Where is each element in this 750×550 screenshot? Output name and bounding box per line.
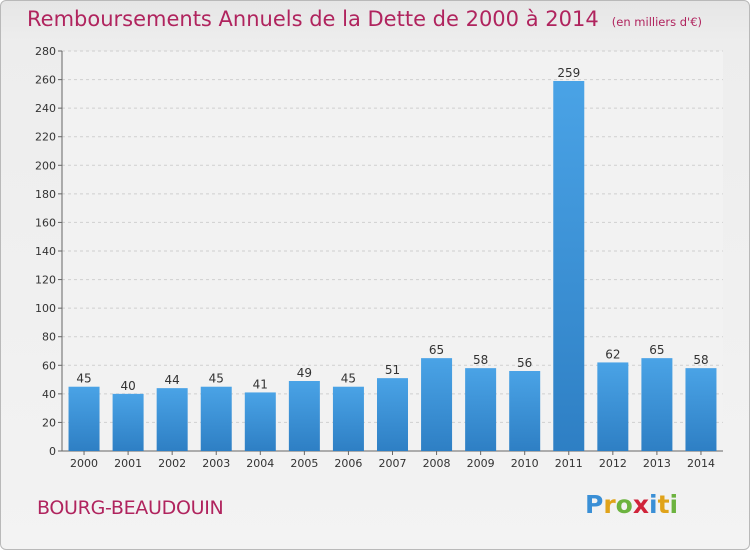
data-label: 259: [557, 66, 580, 80]
chart-header: Remboursements Annuels de la Dette de 20…: [27, 7, 702, 31]
brand-letter: r: [603, 490, 616, 519]
y-tick-label: 40: [42, 388, 56, 401]
data-label: 51: [385, 363, 400, 377]
bar: [332, 386, 364, 451]
data-label: 58: [693, 353, 708, 367]
y-tick-label: 180: [35, 188, 56, 201]
brand-letter: o: [615, 490, 633, 519]
y-tick-label: 240: [35, 102, 56, 115]
x-tick-label: 2009: [467, 457, 495, 470]
x-tick-label: 2008: [423, 457, 451, 470]
bar: [509, 371, 541, 451]
bar: [156, 388, 188, 451]
y-tick-label: 220: [35, 131, 56, 144]
x-tick-label: 2013: [643, 457, 671, 470]
bar: [200, 386, 232, 451]
bar: [112, 393, 144, 451]
data-label: 56: [517, 356, 532, 370]
x-tick-label: 2011: [555, 457, 583, 470]
y-tick-label: 120: [35, 274, 56, 287]
location-name: BOURG-BEAUDOUIN: [37, 497, 224, 519]
bar: [641, 358, 673, 451]
chart-title: Remboursements Annuels de la Dette de 20…: [27, 7, 599, 31]
x-tick-label: 2007: [379, 457, 407, 470]
x-tick-label: 2001: [114, 457, 142, 470]
y-tick-label: 80: [42, 331, 56, 344]
brand-letter: i: [649, 490, 658, 519]
x-tick-label: 2005: [290, 457, 318, 470]
brand-letter: P: [585, 490, 604, 519]
y-tick-label: 0: [49, 445, 56, 458]
y-tick-label: 280: [35, 45, 56, 58]
x-tick-label: 2002: [158, 457, 186, 470]
y-tick-label: 20: [42, 416, 56, 429]
x-tick-label: 2012: [599, 457, 627, 470]
data-label: 49: [297, 366, 312, 380]
y-tick-label: 140: [35, 245, 56, 258]
y-tick-label: 100: [35, 302, 56, 315]
y-tick-label: 260: [35, 74, 56, 87]
data-label: 44: [165, 373, 180, 387]
data-label: 65: [429, 343, 444, 357]
bar: [421, 358, 453, 451]
x-tick-label: 2004: [246, 457, 274, 470]
bar: [288, 381, 320, 451]
data-label: 40: [120, 379, 135, 393]
bar: [377, 378, 408, 451]
x-tick-label: 2014: [687, 457, 715, 470]
bar: [465, 368, 497, 451]
data-label: 45: [76, 372, 91, 386]
bar: [68, 386, 100, 451]
brand-letter: x: [632, 490, 649, 519]
x-tick-label: 2000: [70, 457, 98, 470]
data-label: 65: [649, 343, 664, 357]
brand-letter: t: [657, 490, 670, 519]
bar: [553, 81, 585, 451]
y-tick-label: 160: [35, 216, 56, 229]
brand-logo: Proxiti: [585, 490, 678, 519]
data-label: 45: [341, 372, 356, 386]
data-label: 45: [209, 372, 224, 386]
y-tick-label: 200: [35, 159, 56, 172]
x-tick-label: 2010: [511, 457, 539, 470]
bar: [597, 362, 629, 451]
data-label: 58: [473, 353, 488, 367]
chart-unit-note: (en milliers d'€): [611, 15, 702, 29]
x-tick-label: 2003: [202, 457, 230, 470]
data-label: 62: [605, 347, 620, 361]
data-label: 41: [253, 377, 268, 391]
bar: [244, 392, 276, 451]
y-tick-label: 60: [42, 359, 56, 372]
brand-letter: i: [669, 490, 679, 519]
x-tick-label: 2006: [334, 457, 362, 470]
bar: [685, 368, 717, 451]
